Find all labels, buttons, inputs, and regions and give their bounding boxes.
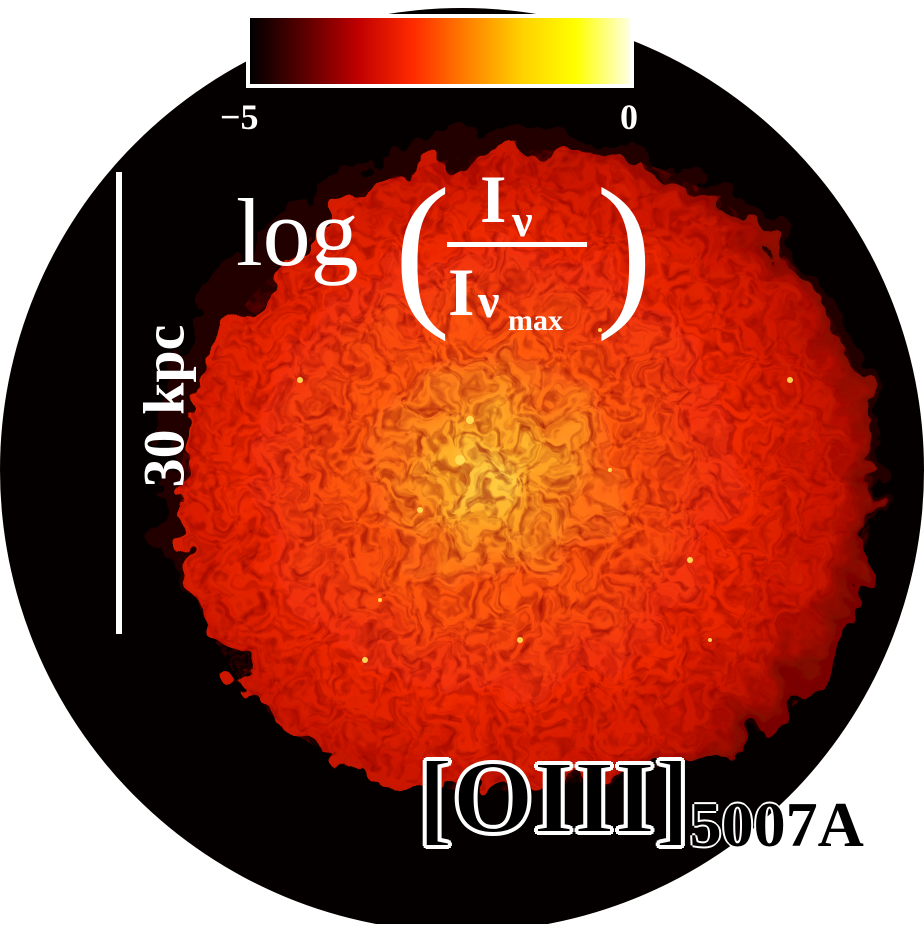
- title-numerator-sub: ν: [511, 195, 533, 246]
- title-denominator-sub: ν: [477, 275, 499, 328]
- colorbar-gradient: [250, 18, 630, 84]
- title-log: log: [236, 179, 359, 286]
- title-numerator: I: [480, 161, 506, 237]
- title-denominator: I: [448, 254, 474, 330]
- colorbar-max-label: 0: [620, 97, 638, 137]
- emission-line-label: [OIII]5007A: [417, 738, 864, 860]
- title-paren-right: ): [596, 154, 653, 342]
- scale-bar-label: 30 kpc: [131, 324, 197, 488]
- colorbar: [246, 14, 634, 88]
- scale-bar: [116, 172, 122, 634]
- line-wavelength: 5007A: [689, 789, 864, 860]
- colorbar-title: log ( I ν I ν max ): [236, 154, 653, 342]
- title-fraction-bar: [447, 242, 587, 247]
- colorbar-min-label: −5: [220, 97, 259, 137]
- line-name: [OIII]: [417, 739, 691, 856]
- title-paren-left: (: [394, 154, 451, 342]
- bright-clumps: [297, 328, 793, 663]
- emission-texture: [180, 150, 873, 791]
- title-denominator-subsub: max: [508, 304, 563, 337]
- colorbar-fill: [250, 18, 630, 84]
